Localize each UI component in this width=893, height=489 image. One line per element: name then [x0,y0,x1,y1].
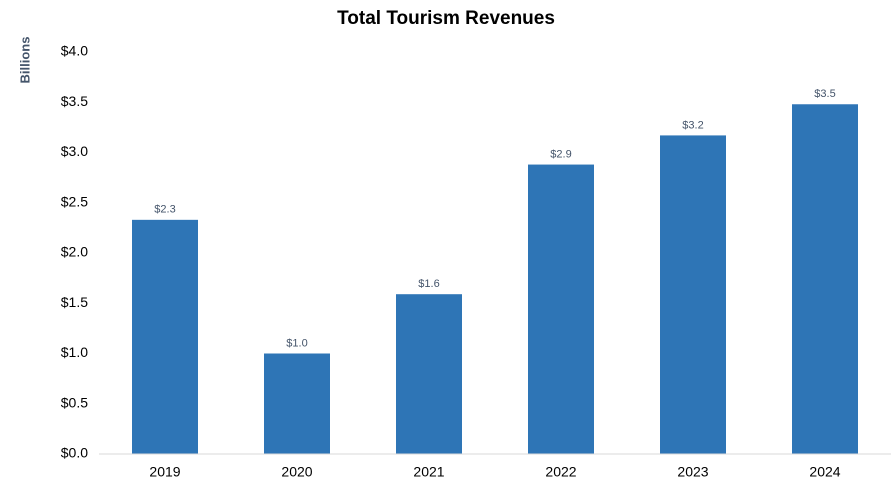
bar [132,219,198,454]
x-tick-label: 2021 [413,464,444,480]
y-tick-label: $2.0 [61,244,88,260]
x-tick-label: 2019 [149,464,180,480]
data-label: $1.6 [418,278,439,290]
y-tick-label: $2.5 [61,193,88,209]
data-label: $3.5 [814,88,835,100]
y-tick-label: $0.5 [61,394,88,410]
y-tick-label: $3.5 [61,93,88,109]
data-label: $2.9 [550,148,571,160]
x-tick-label: 2020 [281,464,312,480]
y-tick-label: $1.0 [61,344,88,360]
x-tick-label: 2022 [545,464,576,480]
chart-title: Total Tourism Revenues [337,8,555,29]
bar [792,104,858,454]
data-label: $3.2 [682,119,703,131]
y-axis-label: Billions [17,37,32,84]
x-tick-label: 2024 [809,464,840,480]
data-label: $1.0 [286,337,307,349]
bar [528,164,594,454]
bar [264,353,330,454]
bar [660,135,726,455]
y-tick-label: $4.0 [61,43,88,59]
data-label: $2.3 [154,204,175,216]
y-tick-label: $1.5 [61,294,88,310]
x-tick-label: 2023 [677,464,708,480]
y-tick-label: $0.0 [61,445,88,461]
y-tick-label: $3.0 [61,143,88,159]
bar [396,294,462,454]
